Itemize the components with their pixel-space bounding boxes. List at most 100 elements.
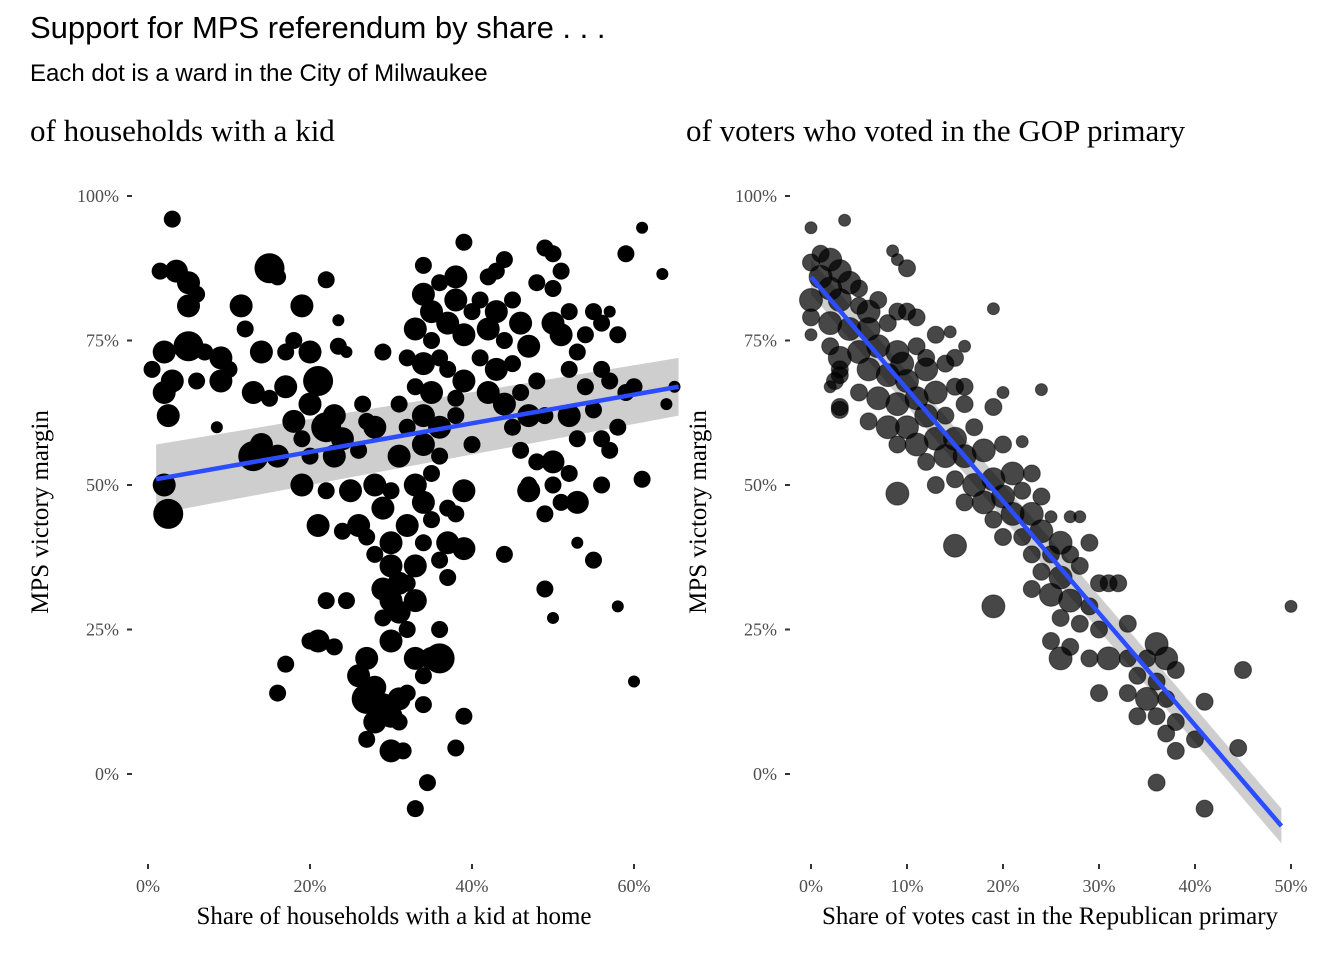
data-point — [1229, 738, 1248, 757]
data-point — [890, 253, 904, 267]
data-point — [971, 438, 996, 463]
x-tick-label: 50% — [1275, 876, 1308, 896]
data-point — [403, 554, 427, 578]
panel-right-trend-layer — [809, 275, 1284, 828]
data-point — [517, 479, 541, 503]
data-point — [439, 360, 457, 378]
panel-right-x-axis-label: Share of votes cast in the Republican pr… — [822, 903, 1279, 930]
data-point — [917, 452, 936, 471]
x-tick-label: 20% — [294, 876, 327, 896]
data-point — [1058, 588, 1083, 613]
data-point — [1022, 580, 1041, 599]
x-tick-label: 40% — [1179, 876, 1212, 896]
data-point — [1157, 724, 1176, 743]
data-point — [463, 436, 481, 454]
data-point — [414, 256, 432, 274]
data-point — [452, 369, 476, 393]
data-point — [936, 406, 955, 425]
data-point — [431, 551, 449, 569]
y-tick-label: 0% — [753, 764, 777, 784]
data-point — [1080, 649, 1099, 668]
data-point — [1070, 614, 1089, 633]
data-point — [656, 268, 669, 281]
data-point — [371, 496, 395, 520]
data-point — [394, 742, 412, 760]
data-point — [850, 383, 868, 402]
data-point — [447, 407, 465, 425]
data-point — [823, 380, 837, 394]
data-point — [414, 534, 432, 552]
data-point — [290, 294, 314, 318]
data-point — [379, 531, 403, 555]
data-point — [143, 360, 161, 378]
data-point — [403, 646, 427, 670]
data-point — [358, 730, 376, 748]
data-point — [544, 476, 562, 494]
data-point — [274, 375, 298, 399]
data-point — [452, 479, 476, 503]
data-point — [484, 357, 508, 381]
y-tick-label: 50% — [744, 475, 777, 495]
data-point — [585, 401, 602, 419]
data-point — [1109, 574, 1128, 593]
data-point — [1234, 660, 1252, 679]
data-point — [601, 372, 619, 390]
data-point — [423, 332, 440, 349]
panel-left-y-axis-label: MPS victory margin — [27, 410, 54, 614]
data-point — [379, 554, 403, 578]
data-point — [355, 646, 379, 670]
data-point — [153, 498, 184, 529]
data-point — [1118, 614, 1137, 633]
data-point — [593, 430, 611, 448]
data-point — [492, 392, 516, 416]
data-point — [298, 340, 322, 364]
data-point — [455, 707, 473, 725]
data-point — [1186, 730, 1204, 749]
trend-line — [809, 275, 1284, 828]
y-tick-label: 100% — [77, 186, 119, 206]
data-point — [560, 303, 578, 321]
data-point — [277, 343, 295, 361]
data-point — [544, 245, 562, 263]
data-point — [1166, 660, 1185, 679]
data-point — [512, 441, 530, 459]
data-point — [455, 233, 473, 251]
data-point — [390, 395, 408, 413]
data-point — [196, 343, 214, 361]
data-point — [317, 592, 335, 610]
y-tick-label: 50% — [86, 475, 119, 495]
data-point — [830, 360, 849, 379]
x-tick-label: 0% — [136, 876, 160, 896]
panel-left-points-layer — [143, 210, 681, 818]
data-point — [354, 395, 372, 413]
data-point — [560, 360, 578, 378]
trend-line — [155, 384, 679, 482]
data-point — [261, 389, 278, 407]
data-point — [609, 418, 627, 436]
data-point — [996, 386, 1010, 400]
data-point — [536, 580, 554, 598]
data-point — [406, 378, 424, 396]
data-point — [888, 435, 907, 454]
data-point — [424, 643, 455, 674]
data-point — [914, 357, 939, 382]
data-point — [188, 372, 206, 390]
data-point — [379, 739, 403, 763]
data-point — [552, 493, 570, 511]
data-point — [907, 337, 926, 356]
data-point — [1195, 692, 1214, 711]
data-point — [238, 441, 269, 472]
data-point — [398, 349, 416, 367]
data-point — [374, 343, 392, 361]
data-point — [1096, 646, 1121, 671]
x-tick-label: 10% — [891, 876, 924, 896]
data-point — [387, 600, 411, 624]
data-point — [633, 470, 651, 488]
data-point — [799, 288, 823, 313]
data-point — [1032, 487, 1051, 506]
data-point — [1042, 632, 1060, 651]
data-point — [603, 305, 616, 318]
data-point — [495, 545, 513, 563]
data-point — [1015, 435, 1029, 449]
